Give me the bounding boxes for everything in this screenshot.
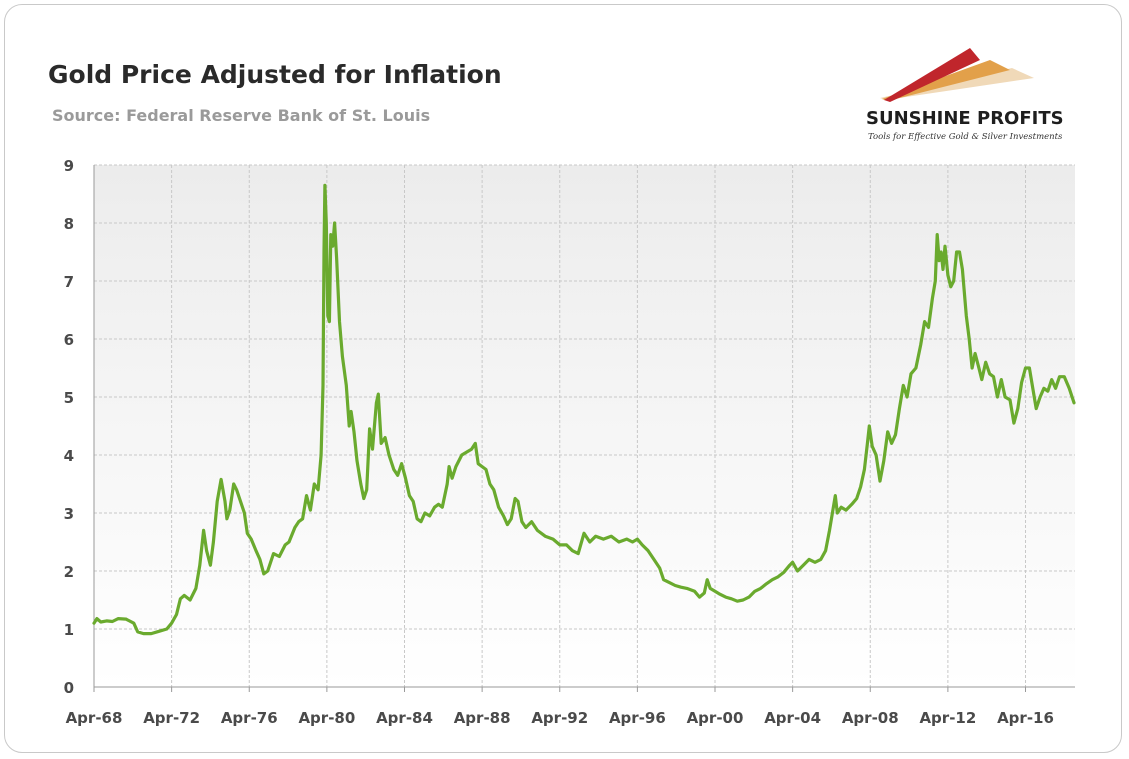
- y-tick-label: 8: [64, 215, 74, 233]
- y-tick-label: 2: [64, 563, 74, 581]
- x-tick-label: Apr-88: [454, 709, 511, 727]
- y-tick-labels: 0 1 2 3 4 5 6 7 8 9: [64, 157, 74, 697]
- y-tick-label: 1: [64, 621, 74, 639]
- x-tick-label: Apr-92: [531, 709, 588, 727]
- axes: [93, 165, 1075, 692]
- chart-title: Gold Price Adjusted for Inflation: [48, 60, 502, 89]
- x-tick-label: Apr-04: [764, 709, 821, 727]
- x-tick-label: Apr-16: [997, 709, 1054, 727]
- series-line-gold-price: [92, 183, 1076, 636]
- y-tick-label: 6: [64, 331, 74, 349]
- x-tick-label: Apr-08: [842, 709, 899, 727]
- x-tick-label: Apr-80: [298, 709, 355, 727]
- y-tick-label: 0: [64, 679, 74, 697]
- x-tick-label: Apr-96: [609, 709, 666, 727]
- logo-name: SUNSHINE PROFITS: [866, 108, 1064, 129]
- x-tick-label: Apr-76: [221, 709, 278, 727]
- logo-tagline: Tools for Effective Gold & Silver Invest…: [868, 132, 1063, 142]
- x-tick-label: Apr-72: [143, 709, 200, 727]
- x-tick-labels: Apr-68 Apr-72 Apr-76 Apr-80 Apr-84 Apr-88 Apr-…: [66, 709, 1054, 727]
- plot-area: [94, 165, 1075, 687]
- y-tick-label: 5: [64, 389, 74, 407]
- y-tick-label: 3: [64, 505, 74, 523]
- chart-subtitle: Source: Federal Reserve Bank of St. Loui…: [52, 106, 431, 125]
- grid-lines: [94, 164, 1075, 687]
- y-tick-label: 7: [64, 273, 74, 291]
- x-tick-label: Apr-84: [376, 709, 433, 727]
- y-tick-label: 4: [64, 447, 74, 465]
- x-tick-label: Apr-12: [919, 709, 976, 727]
- sunshine-profits-logo: SUNSHINE PROFITS Tools for Effective Gol…: [862, 40, 1082, 150]
- x-tick-label: Apr-68: [66, 709, 123, 727]
- y-tick-label: 9: [64, 157, 74, 175]
- x-tick-label: Apr-00: [687, 709, 744, 727]
- swoosh-logo-icon: [880, 48, 1034, 102]
